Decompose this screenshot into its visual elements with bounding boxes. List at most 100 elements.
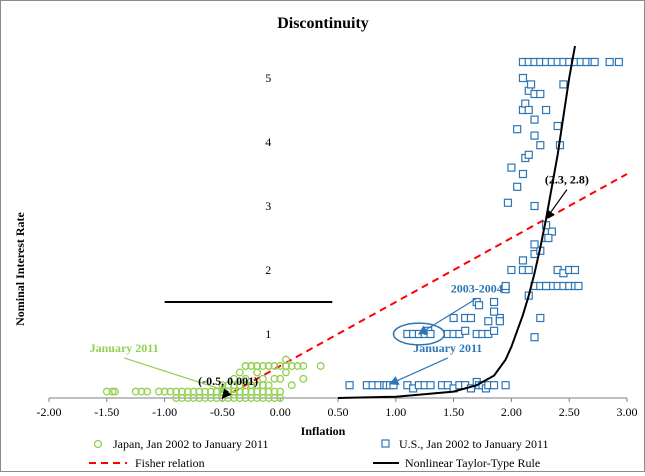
japan-point	[258, 362, 267, 370]
japan-point	[253, 381, 262, 390]
japan-point	[230, 374, 238, 383]
japan-point	[270, 394, 279, 402]
us-point	[489, 297, 499, 307]
x-tick-label: 2.50	[559, 405, 580, 419]
japan-point	[316, 362, 325, 370]
japan-point	[264, 381, 273, 390]
x-tick-label: 1.00	[385, 405, 406, 419]
japan-point	[299, 362, 308, 370]
legend-japan-label: Japan, Jan 2002 to January 2011	[113, 437, 269, 451]
x-tick-label: 0.00	[270, 405, 291, 419]
japan-point	[212, 394, 221, 402]
annotation-arrow	[545, 189, 568, 220]
japan-point	[253, 394, 262, 402]
us-point	[426, 381, 435, 390]
us-point	[449, 313, 458, 323]
y-tick-label: 4	[265, 135, 271, 149]
japan-point	[287, 381, 296, 390]
japan-point	[276, 362, 285, 370]
legend-taylor-label: Nonlinear Taylor-Type Rule	[405, 456, 540, 470]
japan-point	[276, 374, 285, 383]
japan-point	[247, 381, 256, 390]
japan-point	[154, 387, 163, 396]
x-axis-title: Inflation	[301, 424, 346, 438]
y-tick-label: 3	[265, 199, 271, 213]
us-point	[544, 233, 553, 243]
us-point	[530, 201, 539, 211]
japan-point	[131, 387, 140, 396]
legend-fisher-label: Fisher relation	[135, 456, 205, 470]
japan-point	[201, 394, 210, 402]
us-point	[541, 105, 551, 115]
japan-point	[270, 362, 279, 370]
japan-point	[102, 387, 111, 396]
japan-point	[183, 394, 192, 402]
us-point	[518, 73, 528, 83]
japan-point	[235, 381, 244, 390]
us-point	[484, 317, 493, 326]
japan-point	[276, 394, 285, 402]
us-point	[536, 141, 545, 150]
annotation-arrow	[417, 297, 478, 335]
us-point	[526, 80, 536, 89]
japan-point	[172, 394, 181, 402]
japan-point	[195, 394, 204, 402]
japan-point	[253, 362, 262, 370]
us-point	[426, 329, 435, 339]
us-point	[559, 80, 568, 89]
annotation-label: January 2011	[413, 341, 482, 355]
japan-point	[293, 362, 302, 370]
us-point	[345, 381, 354, 390]
japan-point	[137, 387, 146, 396]
x-tick-label: 3.00	[617, 405, 638, 419]
annotation-arrow	[221, 388, 232, 399]
fisher-relation-line	[221, 173, 628, 399]
us-point	[474, 301, 484, 310]
legend: Japan, Jan 2002 to January 2011 U.S., Jan…	[89, 437, 549, 470]
us-point	[513, 182, 522, 191]
japan-point	[235, 368, 244, 377]
x-tick-label: 1.50	[443, 405, 464, 419]
japan-point	[264, 362, 273, 370]
legend-japan-marker	[93, 439, 103, 449]
axes: -2.00 -1.50 -1.00 -0.50 0.00 0.50 1.00 1.50 2.00…	[37, 71, 638, 419]
japan-point	[241, 394, 250, 402]
japan-point	[247, 362, 256, 370]
us-point	[489, 307, 499, 316]
us-point	[513, 125, 522, 134]
us-point	[501, 381, 510, 390]
japan-point	[241, 374, 250, 383]
us-point	[495, 317, 504, 326]
plot-marks	[102, 45, 628, 402]
annotation-label: 2003-2004	[451, 281, 503, 295]
x-tick-label: -1.00	[152, 405, 177, 419]
japan-point	[270, 374, 279, 383]
japan-point	[264, 394, 273, 402]
us-point	[530, 333, 539, 342]
x-tick-label: 0.50	[328, 405, 349, 419]
annotation-label: (-0.5, 0.001)	[198, 374, 258, 388]
us-point	[518, 169, 528, 179]
annotations: (2.3, 2.8) 2003-2004 January 2011 January 2…	[90, 173, 589, 399]
japan-point	[143, 387, 152, 396]
us-point	[553, 121, 562, 131]
us-point	[605, 57, 614, 67]
us-point	[524, 265, 533, 275]
us-point	[590, 57, 599, 67]
us-point	[614, 57, 624, 67]
us-point	[536, 89, 545, 99]
japan-point	[247, 394, 256, 402]
x-tick-label: -0.50	[210, 405, 235, 419]
us-point	[501, 281, 510, 291]
japan-point	[177, 394, 186, 402]
japan-point	[282, 368, 290, 377]
us-point	[507, 163, 516, 172]
us-point	[503, 198, 513, 207]
us-point	[524, 150, 533, 159]
cluster-ellipse	[392, 322, 446, 346]
y-axis-title: Nominal Interest Rate	[13, 211, 27, 325]
japan-point	[206, 394, 215, 402]
annotation-arrow	[123, 357, 230, 394]
